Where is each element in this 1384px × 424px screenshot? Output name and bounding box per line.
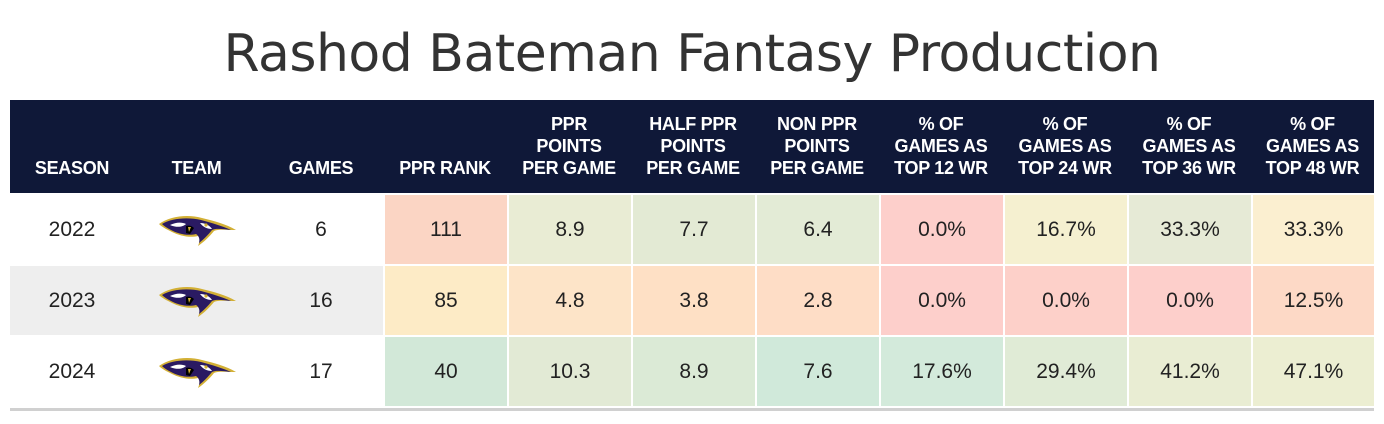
cell-top36: 41.2% xyxy=(1127,337,1251,406)
page-title: Rashod Bateman Fantasy Production xyxy=(223,24,1161,84)
column-header-line: TEAM xyxy=(171,158,222,178)
cell-top48: 33.3% xyxy=(1251,195,1374,264)
cell-top48: 12.5% xyxy=(1251,266,1374,335)
cell-team xyxy=(134,266,259,335)
column-header: PPR RANK xyxy=(383,100,507,193)
cell-top12: 0.0% xyxy=(879,195,1003,264)
cell-ppr_rank: 40 xyxy=(383,337,507,406)
ravens-logo-icon xyxy=(158,357,236,388)
cell-top12: 17.6% xyxy=(879,337,1003,406)
column-header-line: PPR xyxy=(550,114,588,134)
column-header-line: PPR RANK xyxy=(399,158,491,178)
cell-season: 2024 xyxy=(48,359,96,383)
fantasy-table: SEASON TEAM GAMES PPR RANK PPR POINTS PER GAME… xyxy=(10,100,1374,406)
column-header: HALF PPR POINTS PER GAME xyxy=(631,100,755,193)
cell-games: 6 xyxy=(315,217,327,241)
cell-ppr_rank: 111 xyxy=(383,195,507,264)
cell-half_ppg: 7.7 xyxy=(631,195,755,264)
table-row: 2023 16 85 4.8 3.8 2.8 0.0% 0.0% 0.0% 12.5% xyxy=(10,264,1374,335)
column-header: % OF GAMES AS TOP 24 WR xyxy=(1003,100,1127,193)
column-header-line: PER GAME xyxy=(646,158,740,178)
column-header-line: % OF xyxy=(1166,114,1212,134)
cell-ppr_rank: 85 xyxy=(383,266,507,335)
cell-non_ppg: 2.8 xyxy=(755,266,879,335)
column-header-line: PER GAME xyxy=(770,158,864,178)
cell-top36: 0.0% xyxy=(1127,266,1251,335)
column-header: % OF GAMES AS TOP 36 WR xyxy=(1127,100,1251,193)
column-header-line: GAMES xyxy=(288,158,354,178)
cell-top48: 47.1% xyxy=(1251,337,1374,406)
column-header-line: % OF xyxy=(1290,114,1335,134)
cell-top12: 0.0% xyxy=(879,266,1003,335)
ravens-logo-icon xyxy=(158,286,236,317)
column-header-line: PER GAME xyxy=(522,158,616,178)
column-header-line: TOP 24 WR xyxy=(1018,158,1112,178)
table-body: 2022 6 111 8.9 7.7 6.4 0.0% 16.7% 33.3% 33.3% 202… xyxy=(10,193,1374,406)
column-header-line: POINTS xyxy=(660,136,726,156)
cell-top24: 16.7% xyxy=(1003,195,1127,264)
column-header: % OF GAMES AS TOP 12 WR xyxy=(879,100,1003,193)
column-header: % OF GAMES AS TOP 48 WR xyxy=(1251,100,1374,193)
cell-half_ppg: 8.9 xyxy=(631,337,755,406)
column-header-line: % OF xyxy=(918,114,964,134)
cell-team xyxy=(134,337,259,406)
column-header-line: POINTS xyxy=(784,136,850,156)
table-row: 2022 6 111 8.9 7.7 6.4 0.0% 16.7% 33.3% 33.3% xyxy=(10,193,1374,264)
cell-non_ppg: 7.6 xyxy=(755,337,879,406)
column-header-line: GAMES AS xyxy=(894,136,988,156)
column-header: GAMES xyxy=(259,100,383,193)
column-header-line: HALF PPR xyxy=(649,114,737,134)
cell-ppr_ppg: 8.9 xyxy=(507,195,631,264)
cell-team xyxy=(134,195,259,264)
column-header-line: SEASON xyxy=(34,158,110,178)
cell-ppr_ppg: 10.3 xyxy=(507,337,631,406)
column-header-line: GAMES AS xyxy=(1142,136,1236,156)
cell-top24: 0.0% xyxy=(1003,266,1127,335)
column-header: SEASON xyxy=(10,100,134,193)
cell-ppr_ppg: 4.8 xyxy=(507,266,631,335)
table-bottom-border xyxy=(10,408,1374,411)
column-header-line: GAMES AS xyxy=(1266,136,1359,156)
column-header-line: % OF xyxy=(1042,114,1088,134)
column-header-line: NON PPR xyxy=(777,114,857,134)
column-header: NON PPR POINTS PER GAME xyxy=(755,100,879,193)
cell-top24: 29.4% xyxy=(1003,337,1127,406)
column-header-line: TOP 48 WR xyxy=(1265,158,1360,178)
ravens-logo-icon xyxy=(158,215,236,246)
column-header: TEAM xyxy=(134,100,259,193)
cell-season: 2022 xyxy=(48,217,96,241)
cell-half_ppg: 3.8 xyxy=(631,266,755,335)
cell-non_ppg: 6.4 xyxy=(755,195,879,264)
column-header-line: GAMES AS xyxy=(1018,136,1112,156)
column-header: PPR POINTS PER GAME xyxy=(507,100,631,193)
table-row: 2024 17 40 10.3 8.9 7.6 17.6% 29.4% 41.2% 47.1% xyxy=(10,335,1374,406)
column-header-line: TOP 12 WR xyxy=(894,158,988,178)
cell-games: 16 xyxy=(259,266,383,335)
table-header: SEASON TEAM GAMES PPR RANK PPR POINTS PER GAME… xyxy=(10,100,1374,193)
column-header-line: POINTS xyxy=(536,136,602,156)
cell-games: 17 xyxy=(309,359,333,383)
cell-season: 2023 xyxy=(10,266,134,335)
cell-top36: 33.3% xyxy=(1127,195,1251,264)
column-header-line: TOP 36 WR xyxy=(1142,158,1236,178)
